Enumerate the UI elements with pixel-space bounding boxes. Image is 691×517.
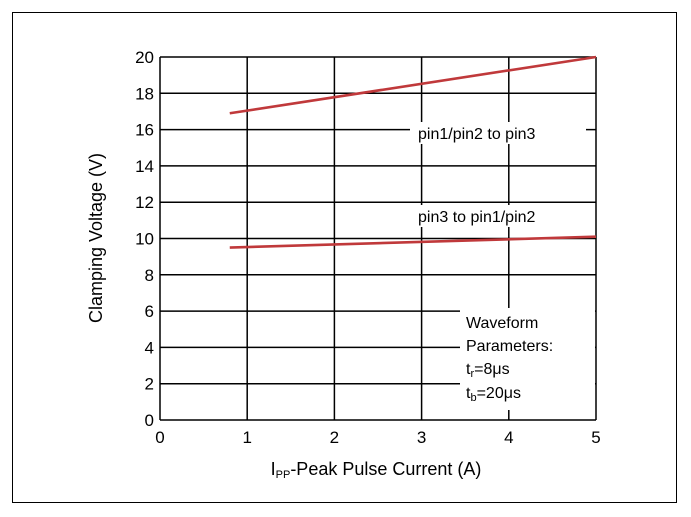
series-line-2 <box>229 235 597 249</box>
x-tick-label-3: 3 <box>417 428 426 447</box>
x-tick-label-5: 5 <box>591 428 600 447</box>
y-tick-label-2: 2 <box>145 375 154 394</box>
chart-frame <box>12 12 677 503</box>
series-label-pin1-pin2-to-pin3: pin1/pin2 to pin3 <box>418 126 536 143</box>
series-label-pin3-to-pin1-pin2: pin3 to pin1/pin2 <box>418 209 536 226</box>
x-tick-label-1: 1 <box>242 428 251 447</box>
y-tick-label-0: 0 <box>145 411 154 430</box>
x-tick-label-0: 0 <box>155 428 164 447</box>
y-tick-label-10: 10 <box>135 230 154 249</box>
series-label-2-bg <box>410 205 580 227</box>
y-tick-label-6: 6 <box>145 302 154 321</box>
series-lines <box>229 55 597 249</box>
y-tick-label-8: 8 <box>145 266 154 285</box>
x-axis-title: IPP-Peak Pulse Current (A) <box>271 459 482 481</box>
series-label-1-bg <box>410 122 586 144</box>
waveform-label: Waveform <box>466 315 538 332</box>
x-tick-label-4: 4 <box>504 428 513 447</box>
y-tick-label-4: 4 <box>145 338 154 357</box>
y-tick-label-18: 18 <box>135 84 154 103</box>
tb-label: tb=20μs <box>466 385 521 404</box>
y-tick-label-12: 12 <box>135 193 154 212</box>
y-tick-label-20: 20 <box>135 48 154 67</box>
y-tick-label-16: 16 <box>135 121 154 140</box>
y-axis-title: Clamping Voltage (V) <box>86 153 106 323</box>
waveform-box-bg <box>460 308 595 410</box>
parameters-label: Parameters: <box>466 338 553 355</box>
x-tick-label-2: 2 <box>330 428 339 447</box>
tr-label: tr=8μs <box>466 361 510 380</box>
y-tick-label-14: 14 <box>135 157 154 176</box>
series-line-1 <box>229 55 597 115</box>
